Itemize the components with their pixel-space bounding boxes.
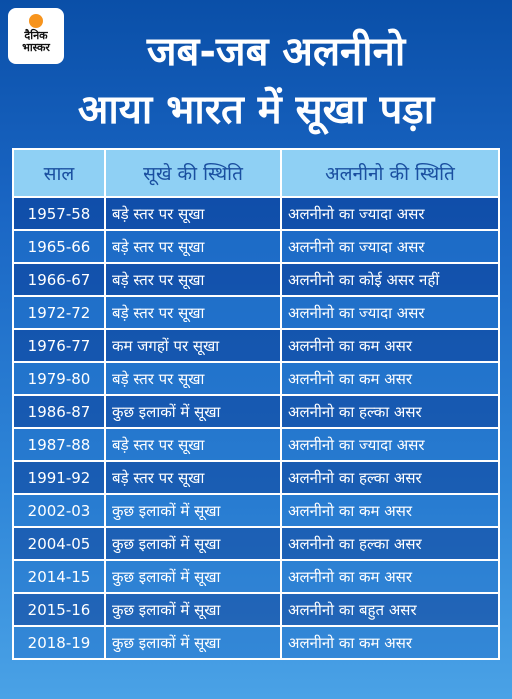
table-row: 2018-19 कुछ इलाकों में सूखा अलनीनो का कम अ… [12, 625, 500, 660]
table-row: 1972-72 बड़े स्तर पर सूखा अलनीनो का ज्यादा… [12, 295, 500, 330]
table-row: 1957-58 बड़े स्तर पर सूखा अलनीनो का ज्यादा… [12, 196, 500, 231]
table-cell: कुछ इलाकों में सूखा [104, 625, 282, 660]
table-cell: 1972-72 [12, 295, 106, 330]
table-row: 1979-80 बड़े स्तर पर सूखा अलनीनो का कम असर [12, 361, 500, 396]
table-row: 2004-05 कुछ इलाकों में सूखा अलनीनो का हल्क… [12, 526, 500, 561]
table-cell: बड़े स्तर पर सूखा [104, 361, 282, 396]
table-cell: 1987-88 [12, 427, 106, 462]
table-cell: 2004-05 [12, 526, 106, 561]
table-cell: अलनीनो का हल्का असर [280, 460, 500, 495]
table-cell: बड़े स्तर पर सूखा [104, 229, 282, 264]
table-cell: 1991-92 [12, 460, 106, 495]
table-cell: कुछ इलाकों में सूखा [104, 526, 282, 561]
table-cell: अलनीनो का कोई असर नहीं [280, 262, 500, 297]
table-row: 1976-77 कम जगहों पर सूखा अलनीनो का कम असर [12, 328, 500, 363]
table-cell: अलनीनो का हल्का असर [280, 394, 500, 429]
table-row: 2015-16 कुछ इलाकों में सूखा अलनीनो का बहुत… [12, 592, 500, 627]
column-header: अलनीनो की स्थिति [280, 148, 500, 198]
table-cell: 1976-77 [12, 328, 106, 363]
table-cell: 1965-66 [12, 229, 106, 264]
table-cell: अलनीनो का कम असर [280, 328, 500, 363]
logo-text: दैनिक भास्कर [22, 29, 50, 54]
table-cell: अलनीनो का बहुत असर [280, 592, 500, 627]
table-row: 1991-92 बड़े स्तर पर सूखा अलनीनो का हल्का … [12, 460, 500, 495]
table-cell: कुछ इलाकों में सूखा [104, 559, 282, 594]
table-cell: 1986-87 [12, 394, 106, 429]
table-cell: अलनीनो का कम असर [280, 493, 500, 528]
table-cell: 1979-80 [12, 361, 106, 396]
table-cell: कम जगहों पर सूखा [104, 328, 282, 363]
header-row: साल सूखे की स्थिति अलनीनो की स्थिति [12, 148, 500, 198]
column-header: सूखे की स्थिति [104, 148, 282, 198]
table-row: 2002-03 कुछ इलाकों में सूखा अलनीनो का कम अ… [12, 493, 500, 528]
table-row: 1987-88 बड़े स्तर पर सूखा अलनीनो का ज्यादा… [12, 427, 500, 462]
table-row: 1986-87 कुछ इलाकों में सूखा अलनीनो का हल्क… [12, 394, 500, 429]
title: आया भारत में सूखा पड़ा [77, 87, 435, 133]
table-row: 1966-67 बड़े स्तर पर सूखा अलनीनो का कोई अस… [12, 262, 500, 297]
table-cell: बड़े स्तर पर सूखा [104, 262, 282, 297]
table-cell: अलनीनो का कम असर [280, 559, 500, 594]
table-cell: 1966-67 [12, 262, 106, 297]
table-cell: 1957-58 [12, 196, 106, 231]
title: जब-जब अलनीनो [146, 29, 406, 75]
table-cell: कुछ इलाकों में सूखा [104, 592, 282, 627]
table-cell: बड़े स्तर पर सूखा [104, 196, 282, 231]
table-cell: अलनीनो का ज्यादा असर [280, 229, 500, 264]
table-cell: 2018-19 [12, 625, 106, 660]
table-cell: कुछ इलाकों में सूखा [104, 493, 282, 528]
table-cell: 2014-15 [12, 559, 106, 594]
table-cell: अलनीनो का ज्यादा असर [280, 427, 500, 462]
table-cell: 2002-03 [12, 493, 106, 528]
table-cell: बड़े स्तर पर सूखा [104, 427, 282, 462]
table-cell: अलनीनो का ज्यादा असर [280, 196, 500, 231]
table-cell: अलनीनो का कम असर [280, 625, 500, 660]
table: साल सूखे की स्थिति अलनीनो की स्थिति 1957… [12, 148, 500, 660]
table-row: 1965-66 बड़े स्तर पर सूखा अलनीनो का ज्यादा… [12, 229, 500, 264]
table-cell: कुछ इलाकों में सूखा [104, 394, 282, 429]
table-cell: अलनीनो का कम असर [280, 361, 500, 396]
column-header: साल [12, 148, 106, 198]
table-row: 2014-15 कुछ इलाकों में सूखा अलनीनो का कम अ… [12, 559, 500, 594]
table-cell: बड़े स्तर पर सूखा [104, 460, 282, 495]
logo: दैनिक भास्कर [8, 8, 64, 64]
table-cell: 2015-16 [12, 592, 106, 627]
table-cell: अलनीनो का ज्यादा असर [280, 295, 500, 330]
table-cell: अलनीनो का हल्का असर [280, 526, 500, 561]
table-cell: बड़े स्तर पर सूखा [104, 295, 282, 330]
